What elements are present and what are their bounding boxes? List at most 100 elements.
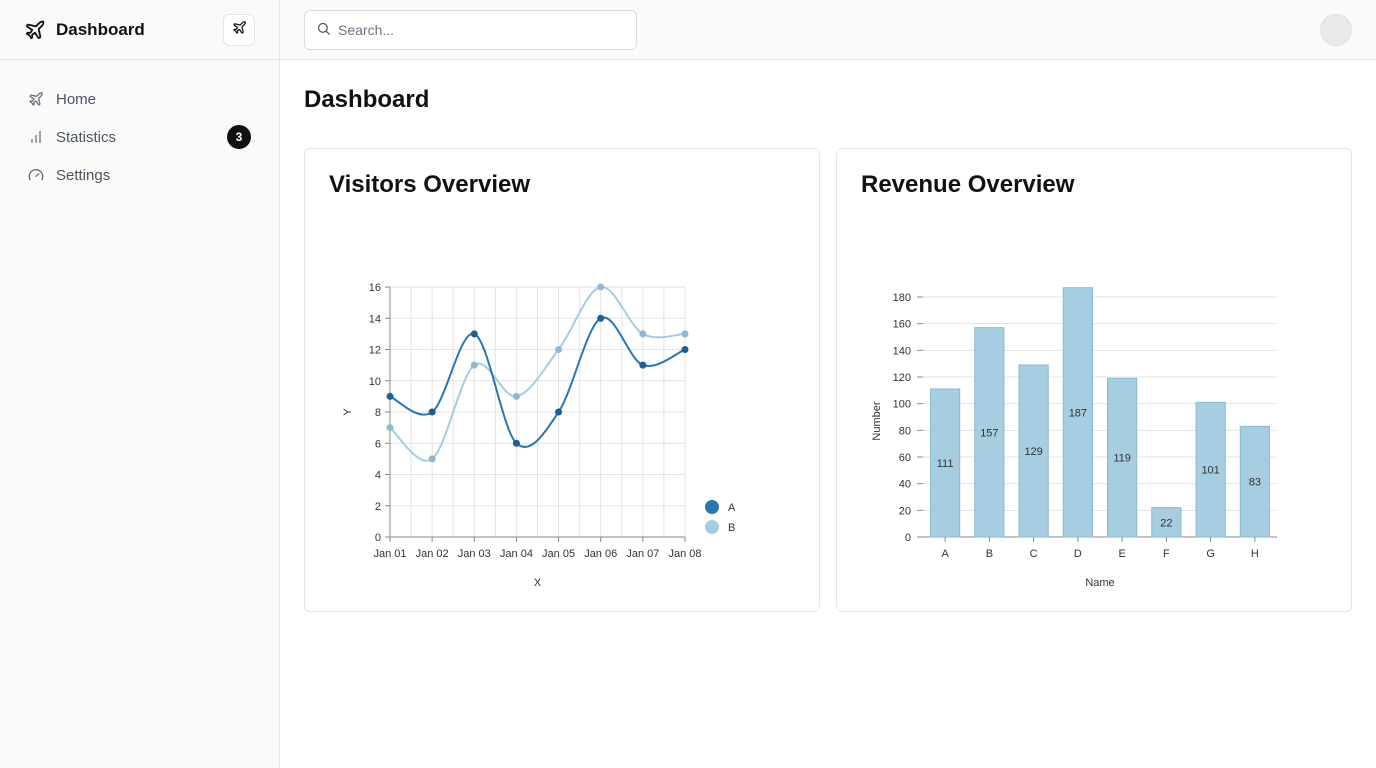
data-point-a — [639, 361, 647, 369]
bar-c — [1018, 364, 1049, 538]
sidebar-header: Dashboard — [0, 0, 279, 60]
y-tick-label: 12 — [369, 345, 381, 357]
y-tick-label: 10 — [369, 376, 381, 388]
revenue-bar-chart: 0 20 40 60 80 100 120 140 160 180 111 A 157 B 129 C 187 D… — [871, 287, 1277, 589]
data-point-b — [555, 346, 563, 353]
y-tick-label: 2 — [375, 501, 381, 513]
x-tick-label: Jan 03 — [458, 548, 491, 560]
data-label: 111 — [937, 458, 954, 470]
x-axis-label: Name — [1085, 577, 1114, 589]
data-point-a — [512, 439, 520, 447]
data-label: 101 — [1201, 465, 1219, 477]
x-tick-label: Jan 04 — [500, 548, 533, 560]
x-tick-label: B — [986, 548, 993, 560]
plane-icon — [28, 91, 44, 107]
y-tick-label: 80 — [899, 425, 911, 437]
brand[interactable]: Dashboard — [24, 19, 145, 41]
y-tick-label: 60 — [899, 452, 911, 464]
bar-f — [1151, 507, 1182, 538]
data-point-a — [386, 392, 394, 400]
data-point-a — [555, 408, 563, 416]
sidebar-item-label: Home — [56, 90, 97, 108]
data-point-a — [470, 330, 478, 338]
data-label: 83 — [1249, 477, 1261, 489]
legend-marker-b — [705, 520, 719, 534]
x-axis-label: X — [534, 577, 542, 589]
sidebar-item-statistics[interactable]: Statistics 3 — [0, 118, 279, 156]
y-tick-label: 6 — [375, 438, 381, 450]
avatar[interactable] — [1320, 14, 1352, 46]
data-point-b — [512, 392, 520, 400]
bar-e — [1107, 377, 1138, 538]
notification-badge: 3 — [227, 125, 251, 149]
card-title: Revenue Overview — [861, 171, 1075, 198]
sidebar-item-label: Statistics — [56, 128, 117, 146]
gauge-icon — [28, 167, 44, 183]
x-tick-label: Jan 01 — [373, 548, 406, 560]
x-tick-label: Jan 05 — [542, 548, 575, 560]
plane-icon — [232, 20, 247, 40]
sidebar-nav: Home Statistics 3 Settings — [0, 60, 279, 194]
search-box[interactable] — [304, 10, 637, 50]
data-point-b — [386, 424, 394, 432]
y-axis-label: Y — [342, 408, 354, 416]
y-tick-label: 180 — [893, 292, 911, 304]
data-label: 119 — [1113, 453, 1131, 465]
legend-marker-a — [705, 500, 719, 514]
data-point-a — [428, 408, 436, 416]
card-title: Visitors Overview — [329, 171, 530, 198]
y-axis-label: Number — [871, 401, 883, 440]
sidebar: Dashboard Home — [0, 0, 280, 768]
legend-label: A — [728, 502, 736, 514]
x-tick-label: Jan 07 — [626, 548, 659, 560]
sidebar-item-label: Settings — [56, 166, 111, 184]
y-tick-label: 20 — [899, 505, 911, 517]
visitors-overview-card: Visitors Overview 0 2 4 6 8 10 12 14 16 Jan 01 Jan… — [304, 148, 820, 612]
data-label: 22 — [1160, 517, 1172, 529]
page-title: Dashboard — [304, 86, 430, 113]
x-tick-label: Jan 02 — [416, 548, 449, 560]
y-tick-label: 4 — [375, 470, 381, 482]
data-point-b — [470, 361, 478, 369]
bar-h — [1239, 425, 1270, 538]
sidebar-item-settings[interactable]: Settings — [0, 156, 279, 194]
y-tick-label: 14 — [369, 313, 381, 325]
bar-b — [974, 327, 1005, 538]
x-tick-label: Jan 06 — [584, 548, 617, 560]
data-label: 129 — [1024, 446, 1042, 458]
search-input[interactable] — [338, 22, 628, 38]
x-tick-label: Jan 08 — [668, 548, 701, 560]
bar-g — [1195, 401, 1226, 538]
bar-d — [1062, 287, 1093, 538]
sidebar-toggle-button[interactable] — [223, 14, 255, 46]
bar-chart-icon — [28, 129, 44, 145]
x-tick-label: C — [1030, 548, 1038, 560]
y-tick-label: 100 — [893, 399, 911, 411]
x-tick-label: F — [1163, 548, 1170, 560]
data-label: 157 — [980, 427, 998, 439]
data-point-b — [681, 330, 689, 338]
data-point-b — [639, 330, 647, 338]
bar-a — [930, 388, 961, 538]
data-label: 187 — [1069, 407, 1087, 419]
brand-title: Dashboard — [56, 19, 145, 39]
data-point-b — [597, 283, 605, 291]
x-tick-label: D — [1074, 548, 1082, 560]
y-tick-label: 160 — [893, 319, 911, 331]
x-tick-label: A — [941, 548, 949, 560]
revenue-overview-card: Revenue Overview 0 20 40 60 80 100 120 140 160 18… — [836, 148, 1352, 612]
series-line-b — [389, 286, 686, 462]
data-point-a — [597, 314, 605, 322]
y-tick-label: 140 — [893, 345, 911, 357]
sidebar-item-home[interactable]: Home — [0, 80, 279, 118]
visitors-line-chart: 0 2 4 6 8 10 12 14 16 Jan 01 Jan 02 Jan 03 Jan 04 Jan… — [342, 282, 736, 589]
y-tick-label: 8 — [375, 407, 381, 419]
x-tick-label: E — [1118, 548, 1125, 560]
top-bar — [280, 0, 1376, 60]
plane-icon — [24, 19, 46, 41]
series-line-a — [389, 316, 686, 448]
data-point-a — [681, 346, 689, 353]
search-icon — [315, 21, 331, 37]
data-point-b — [428, 455, 436, 463]
y-tick-label: 0 — [905, 532, 911, 544]
